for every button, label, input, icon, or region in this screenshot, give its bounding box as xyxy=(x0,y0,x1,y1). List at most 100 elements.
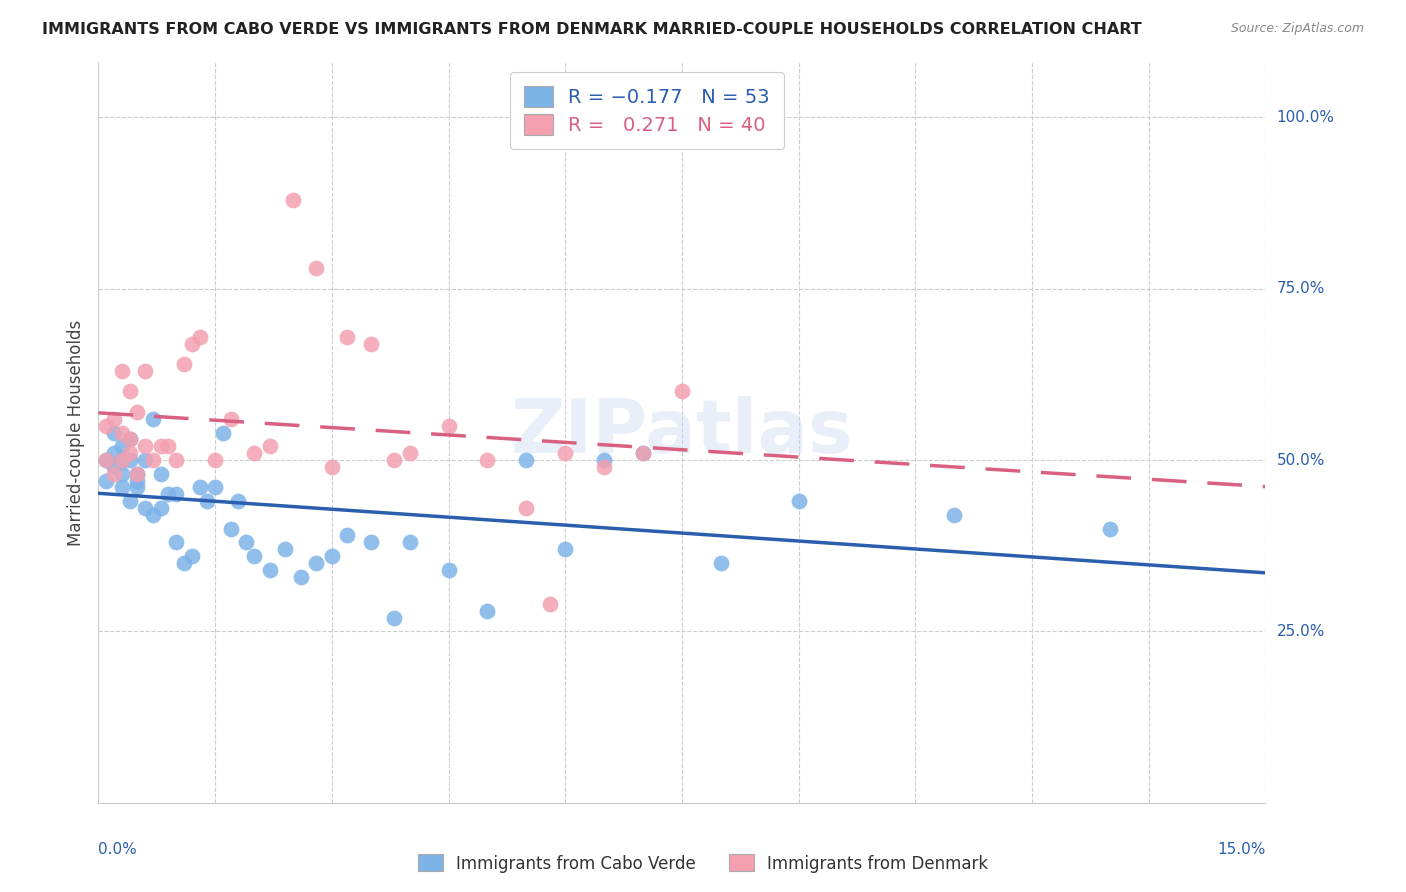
Text: 100.0%: 100.0% xyxy=(1277,110,1334,125)
Point xyxy=(219,522,242,536)
Point xyxy=(118,446,141,460)
Point xyxy=(382,610,405,624)
Point xyxy=(111,439,134,453)
Point xyxy=(204,480,226,494)
Point xyxy=(96,453,118,467)
Point xyxy=(305,556,328,570)
Text: Source: ZipAtlas.com: Source: ZipAtlas.com xyxy=(1230,22,1364,36)
Point xyxy=(149,439,172,453)
Text: ZIPatlas: ZIPatlas xyxy=(510,396,853,469)
Point xyxy=(118,433,141,447)
Point xyxy=(477,604,499,618)
Point xyxy=(593,453,616,467)
Text: 50.0%: 50.0% xyxy=(1277,452,1324,467)
Point xyxy=(103,412,125,426)
Legend: R = −0.177   N = 53, R =   0.271   N = 40: R = −0.177 N = 53, R = 0.271 N = 40 xyxy=(510,72,783,149)
Point xyxy=(127,474,149,488)
Point xyxy=(195,494,218,508)
Point xyxy=(134,453,156,467)
Point xyxy=(398,446,420,460)
Point xyxy=(243,446,266,460)
Point xyxy=(118,384,141,399)
Point xyxy=(212,425,235,440)
Point xyxy=(204,453,226,467)
Point xyxy=(142,508,165,522)
Point xyxy=(360,535,382,549)
Point xyxy=(321,549,343,563)
Point xyxy=(235,535,257,549)
Point xyxy=(127,467,149,481)
Point xyxy=(554,446,576,460)
Y-axis label: Married-couple Households: Married-couple Households xyxy=(66,319,84,546)
Point xyxy=(142,453,165,467)
Point xyxy=(336,528,359,542)
Text: 0.0%: 0.0% xyxy=(98,842,138,856)
Point xyxy=(103,467,125,481)
Point xyxy=(111,480,134,494)
Point xyxy=(305,261,328,276)
Point xyxy=(96,453,118,467)
Point xyxy=(243,549,266,563)
Point xyxy=(219,412,242,426)
Point xyxy=(382,453,405,467)
Point xyxy=(180,336,202,351)
Point xyxy=(259,563,281,577)
Point xyxy=(127,405,149,419)
Point xyxy=(118,453,141,467)
Point xyxy=(631,446,654,460)
Point xyxy=(943,508,966,522)
Point xyxy=(111,425,134,440)
Point xyxy=(360,336,382,351)
Point xyxy=(103,446,125,460)
Point xyxy=(118,494,141,508)
Point xyxy=(398,535,420,549)
Point xyxy=(111,467,134,481)
Point xyxy=(127,467,149,481)
Point xyxy=(671,384,693,399)
Point xyxy=(173,556,195,570)
Point xyxy=(188,329,211,343)
Text: 25.0%: 25.0% xyxy=(1277,624,1324,639)
Point xyxy=(149,501,172,516)
Point xyxy=(134,501,156,516)
Text: IMMIGRANTS FROM CABO VERDE VS IMMIGRANTS FROM DENMARK MARRIED-COUPLE HOUSEHOLDS : IMMIGRANTS FROM CABO VERDE VS IMMIGRANTS… xyxy=(42,22,1142,37)
Point xyxy=(111,453,134,467)
Point xyxy=(111,453,134,467)
Point xyxy=(274,542,297,557)
Text: 75.0%: 75.0% xyxy=(1277,281,1324,296)
Text: 15.0%: 15.0% xyxy=(1218,842,1265,856)
Point xyxy=(165,453,187,467)
Point xyxy=(127,480,149,494)
Point xyxy=(188,480,211,494)
Point xyxy=(103,459,125,474)
Point xyxy=(103,425,125,440)
Point xyxy=(142,412,165,426)
Point xyxy=(437,418,460,433)
Point xyxy=(157,487,180,501)
Legend: Immigrants from Cabo Verde, Immigrants from Denmark: Immigrants from Cabo Verde, Immigrants f… xyxy=(411,847,995,880)
Point xyxy=(710,556,733,570)
Point xyxy=(1098,522,1121,536)
Point xyxy=(173,357,195,371)
Point xyxy=(554,542,576,557)
Point xyxy=(281,193,304,207)
Point xyxy=(134,439,156,453)
Point xyxy=(259,439,281,453)
Point xyxy=(515,453,537,467)
Point xyxy=(290,569,312,583)
Point xyxy=(96,418,118,433)
Point xyxy=(111,364,134,378)
Point xyxy=(165,487,187,501)
Point xyxy=(437,563,460,577)
Point xyxy=(134,364,156,378)
Point xyxy=(593,459,616,474)
Point xyxy=(538,597,561,611)
Point xyxy=(149,467,172,481)
Point xyxy=(228,494,250,508)
Point xyxy=(180,549,202,563)
Point xyxy=(96,474,118,488)
Point xyxy=(631,446,654,460)
Point xyxy=(118,433,141,447)
Point xyxy=(157,439,180,453)
Point xyxy=(515,501,537,516)
